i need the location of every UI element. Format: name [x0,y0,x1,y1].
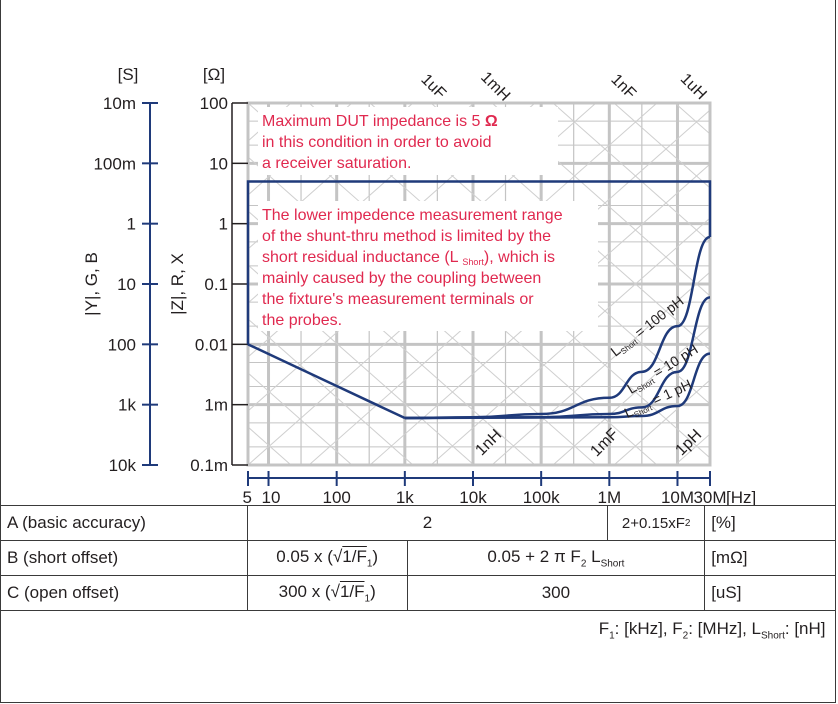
annotation-2-line-2: of the shunt-thru method is limited by t… [262,228,551,245]
range-lower-boundary [247,343,406,420]
y-outer-unit: [S] [118,65,139,84]
reactance-label-top: 1uH [677,70,710,103]
reactance-label-top: 1nF [607,71,639,103]
row-b-value-1: 0.05 x (√1/F1) [246,540,408,576]
axes-layer: 10m 100 100m 10 1 1 10 0.1 100 0.01 1k 1m 10k 0.1m [S]… [82,65,756,505]
y-inner-tick-label: 0.01 [195,335,228,354]
reactance-line [797,103,836,505]
reactance-line [369,163,710,465]
annotation-max-impedance: Maximum DUT impedance is 5 Ω in this con… [258,107,558,175]
y-inner-tick-label: 0.1m [190,456,228,475]
table-row: A (basic accuracy) 2 2+0.15xF 2 [%] [0,505,836,541]
series-line-3 [404,352,711,420]
row-c-label: C (open offset) [0,575,248,611]
y-inner-unit: [Ω] [203,65,225,84]
row-a-value: 2 [422,513,433,532]
row-c-value-2: 300 [406,575,706,611]
annotation-2-line-1: The lower impedence measurement range [262,207,563,224]
reactance-line [0,56,161,465]
y-outer-tick-label: 10 [117,275,136,294]
reactance-line [491,103,710,297]
row-a-unit: [%] [704,505,836,541]
row-a-value-f2: 2+0.15xF 2 [607,506,704,540]
x-tick-label: 10M [661,488,694,505]
range-upper-boundary [246,180,712,345]
series-layer [404,235,711,420]
reactance-label-bottom: 1nH [472,426,505,459]
y-outer-tick-label: 1 [127,215,136,234]
annotation-2-line-3: short residual inductance (L Short), whi… [262,249,555,267]
y-outer-tick-label: 10m [103,94,136,113]
annotation-1-line-3: a receiver saturation. [262,155,411,172]
table-row: B (short offset) 0.05 x (√1/F1) 0.05 + 2… [0,540,836,576]
reactance-line [0,103,39,505]
reactance-label-bottom: 1mF [587,425,622,460]
reactance-line [430,217,710,465]
annotation-1-omega: Ω [485,113,498,130]
y-outer-tick-label: 100 [108,335,136,354]
y-inner-tick-label: 1m [204,396,228,415]
annotation-2-line-6: the probes. [262,312,342,329]
units-note: F1: [kHz], F2: [MHz], LShort: [nH] [0,610,836,649]
table-row: F1: [kHz], F2: [MHz], LShort: [nH] [0,610,836,649]
reactance-line [0,56,222,465]
x-tick-label: 30M [693,488,726,505]
annotation-lower-range: The lower impedence measurement range of… [258,201,598,331]
y-inner-tick-label: 100 [200,94,228,113]
reactance-line [0,103,161,505]
reactance-line [736,103,836,505]
reactance-line [552,103,710,243]
x-tick-label: 10 [262,488,281,505]
x-tick-label: 1k [396,488,414,505]
row-b-value-2: 0.05 + 2 π F2 LShort [406,540,706,576]
reactance-line [248,372,353,465]
annotation-2-line-4: mainly caused by the coupling between [262,270,541,287]
y-outer-tick-label: 100m [93,154,136,173]
x-axis-label: [Hz] [726,488,756,505]
y-inner-tick-label: 10 [209,154,228,173]
reactance-label-top: 1uF [417,71,449,103]
x-tick-label: 100k [523,488,560,505]
y-inner-tick-label: 0.1 [204,275,228,294]
row-c-value-1: 300 x (√1/F1) [246,575,408,611]
x-tick-label: 1M [598,488,622,505]
measurement-range [246,180,712,420]
reactance-line [248,318,414,465]
row-b-label: B (short offset) [0,540,248,576]
y-outer-tick-label: 1k [118,396,136,415]
accuracy-table: A (basic accuracy) 2 2+0.15xF 2 [%] B (sh… [0,505,836,649]
impedance-chart: 10m 100 100m 10 1 1 10 0.1 100 0.01 1k 1m 10k 0.1m [S]… [0,56,836,505]
annotation-1-line-1: Maximum DUT impedance is 5 [262,113,485,130]
reactance-line [0,56,283,465]
x-tick-label: 5 [243,488,252,505]
svg-text:Maximum DUT impedance is 5 Ω: Maximum DUT impedance is 5 Ω [262,113,498,130]
annotation-2-line-5: the fixture's measurement terminals or [262,291,534,308]
reactance-line [248,426,292,465]
reactance-line [613,379,710,465]
reactance-line [552,325,710,465]
y-inner-axis-label: |Z|, R, X [168,253,187,315]
row-b-unit: [mΩ] [704,540,836,576]
row-a-label: A (basic accuracy) [0,505,248,541]
reactance-line [0,56,39,465]
reactance-label-top: 1mH [477,69,513,105]
x-tick-label: 10k [459,488,487,505]
x-tick-label: 100 [322,488,350,505]
y-inner-tick-label: 1 [219,215,228,234]
annotation-1-line-2: in this condition in order to avoid [262,134,491,151]
reactance-line [613,103,710,189]
row-c-unit: [uS] [704,575,836,611]
y-outer-tick-label: 10k [109,456,137,475]
reactance-line [736,56,836,465]
reactance-line [797,56,836,465]
table-row: C (open offset) 300 x (√1/F1) 300 [uS] [0,575,836,611]
y-outer-axis-label: |Y|, G, B [82,252,101,316]
reactance-line [491,271,710,465]
